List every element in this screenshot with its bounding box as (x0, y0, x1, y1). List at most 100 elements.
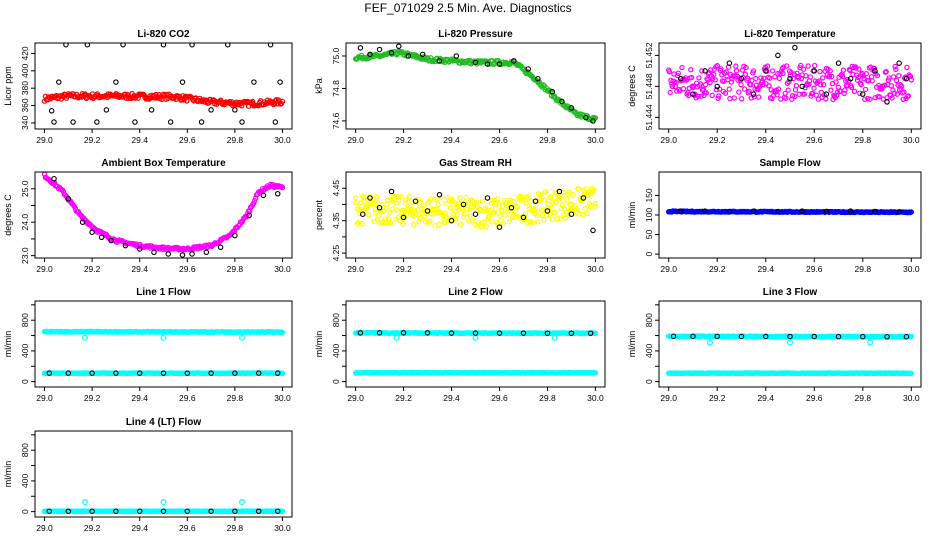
data-point-average (523, 200, 529, 206)
secondary-point (590, 118, 596, 124)
data-point-average (698, 93, 704, 99)
plot-frame (658, 171, 922, 259)
data-point-average (712, 77, 718, 83)
x-tick-label: 29.2 (709, 135, 726, 145)
secondary-point (787, 75, 793, 82)
panel-title: Sample Flow (759, 158, 820, 169)
y-tick-label: 24.0 (20, 214, 30, 231)
data-point-average (862, 96, 868, 103)
data-point-average (411, 221, 417, 227)
data-point-average (570, 191, 576, 198)
secondary-point (590, 227, 596, 234)
data-point-average (461, 211, 467, 217)
y-tick-label: 0 (331, 379, 341, 384)
secondary-point (472, 59, 479, 66)
data-point-average (574, 206, 580, 213)
data-point-average (390, 206, 396, 212)
y-tick-label: 800 (331, 313, 341, 327)
y-axis-label: kPa (314, 78, 324, 94)
data-point-average (784, 63, 790, 69)
secondary-point (792, 44, 798, 51)
secondary-point (424, 330, 431, 336)
secondary-point (65, 508, 72, 514)
data-point-average (481, 219, 487, 225)
x-tick-label: 29.0 (36, 135, 53, 145)
data-point-average (352, 195, 359, 201)
data-point-average (534, 212, 540, 219)
x-tick-label: 29.4 (131, 393, 148, 403)
secondary-point (367, 51, 373, 58)
data-point-average (728, 79, 735, 85)
data-point-average (863, 70, 870, 77)
data-point-average (359, 220, 365, 227)
y-tick-label: 0 (644, 379, 654, 384)
panel-title: Ambient Box Temperature (101, 158, 226, 169)
secondary-point (63, 43, 69, 48)
secondary-point (872, 68, 878, 74)
data-point-average (541, 196, 548, 203)
data-point-average (519, 196, 526, 202)
x-tick-label: 29.4 (131, 135, 148, 145)
data-point-average (858, 81, 864, 88)
data-point-average (688, 74, 695, 81)
data-point-average (716, 93, 722, 99)
secondary-point (860, 91, 866, 97)
data-point-average (667, 89, 673, 96)
data-point-average (545, 201, 551, 207)
y-tick-label: 800 (20, 313, 30, 327)
x-tick-label: 29.8 (227, 523, 244, 533)
secondary-point (847, 208, 854, 214)
secondary-point (520, 330, 527, 336)
y-tick-label: 100 (644, 208, 654, 222)
data-layer (41, 172, 286, 258)
secondary-point (388, 49, 395, 56)
secondary-point (70, 119, 76, 125)
data-point-average (551, 209, 558, 215)
secondary-point (496, 330, 503, 336)
data-point-average (801, 91, 808, 97)
x-tick-label: 29.4 (757, 135, 774, 145)
secondary-point (272, 119, 279, 125)
data-point-average (823, 96, 829, 102)
secondary-point (453, 53, 460, 59)
y-tick-label: 150 (644, 188, 654, 202)
x-tick-label: 29.4 (757, 264, 774, 274)
secondary-point (151, 249, 157, 256)
x-tick-label: 29.0 (347, 393, 364, 403)
plot-frame (34, 300, 293, 388)
data-point-average (688, 66, 694, 73)
y-tick-label: 380 (20, 81, 30, 95)
x-tick-label: 29.8 (227, 264, 244, 274)
data-point-average (695, 93, 701, 100)
x-tick-label: 29.8 (855, 393, 872, 403)
data-point-average (382, 216, 389, 222)
data-point-average (883, 68, 889, 75)
data-point-low (592, 370, 599, 376)
data-point-average (413, 211, 419, 217)
data-point-average (679, 64, 685, 71)
data-point-average (675, 70, 682, 77)
data-point-average (899, 83, 905, 90)
x-tick-label: 29.8 (539, 264, 556, 274)
data-point-average (818, 89, 825, 96)
data-point-average (564, 197, 570, 203)
secondary-point (89, 370, 95, 376)
secondary-point (484, 61, 491, 67)
x-tick-label: 29.2 (395, 393, 412, 403)
secondary-point (84, 43, 91, 48)
secondary-point (396, 43, 402, 49)
data-point-average (747, 82, 754, 88)
data-point-average (400, 221, 406, 227)
data-point-average (479, 198, 486, 205)
x-tick-label: 29.8 (539, 393, 556, 403)
data-point-average (353, 199, 359, 206)
data-point-average (856, 66, 862, 72)
y-tick-label: 4.25 (331, 245, 341, 262)
x-tick-label: 30.0 (274, 523, 291, 533)
data-point-average (760, 82, 766, 88)
secondary-point (544, 330, 551, 336)
secondary-point (520, 214, 527, 221)
secondary-point (903, 75, 910, 82)
data-point-average (536, 78, 542, 85)
x-tick-label: 29.2 (709, 264, 726, 274)
